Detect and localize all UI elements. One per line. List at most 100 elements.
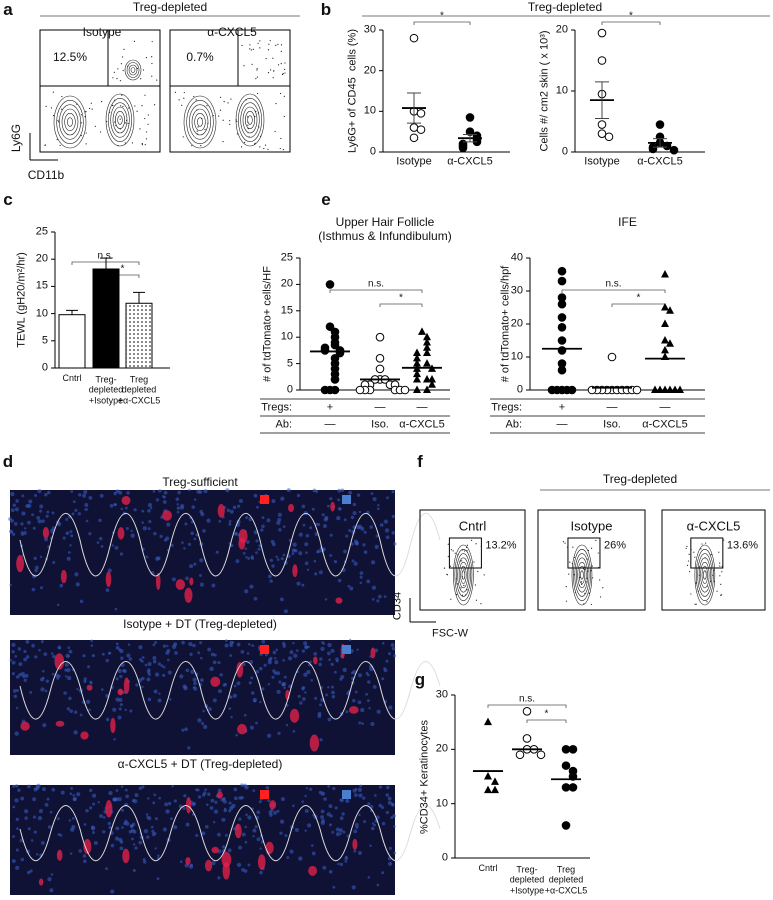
nucleus — [93, 841, 98, 846]
nucleus — [114, 836, 120, 841]
epithelium-outline — [19, 512, 441, 577]
y-tick-label: 30 — [435, 688, 448, 701]
nucleus — [181, 640, 185, 645]
data-point — [522, 734, 532, 743]
nucleus — [11, 660, 16, 665]
nucleus — [24, 809, 29, 814]
nucleus — [342, 830, 346, 834]
nucleus — [113, 503, 117, 507]
event-dot — [723, 539, 725, 541]
event-dot — [466, 544, 469, 546]
contour — [130, 67, 136, 73]
event-dot — [259, 146, 261, 148]
event-dot — [89, 107, 91, 110]
nucleus — [249, 725, 254, 730]
nucleus — [69, 852, 73, 855]
nucleus — [193, 498, 197, 501]
nucleus — [125, 794, 130, 799]
nucleus — [217, 832, 221, 837]
event-dot — [141, 144, 143, 146]
event-dot — [59, 144, 61, 147]
nucleus — [124, 708, 127, 712]
nucleus — [181, 728, 185, 732]
panel-title: Treg-depleted — [132, 0, 208, 15]
data-point — [428, 374, 436, 383]
nucleus — [322, 865, 327, 870]
nucleus — [335, 657, 339, 662]
data-point — [413, 369, 421, 378]
nucleus — [223, 799, 227, 804]
nucleus — [358, 793, 363, 798]
nucleus — [12, 503, 16, 508]
nucleus — [66, 675, 72, 681]
nucleus — [90, 639, 93, 643]
nucleus — [11, 532, 16, 536]
red-signal — [175, 579, 186, 590]
event-dot — [698, 574, 701, 576]
event-dot — [473, 561, 475, 563]
nucleus — [352, 511, 357, 516]
event-dot — [256, 92, 259, 95]
axis-label: FSC-W — [432, 627, 469, 640]
nucleus — [381, 871, 385, 875]
nucleus — [391, 490, 395, 494]
event-dot — [710, 553, 712, 556]
y-tick-label: 20 — [435, 743, 448, 756]
nucleus — [105, 658, 110, 663]
nucleus — [37, 816, 43, 821]
nucleus — [110, 889, 115, 894]
nucleus — [92, 802, 96, 806]
nucleus — [20, 857, 25, 862]
event-dot — [101, 101, 103, 103]
nucleus — [8, 517, 13, 521]
nucleus — [324, 515, 329, 520]
nucleus — [134, 846, 138, 850]
red-signal — [236, 662, 244, 678]
table-cell: — — [556, 418, 568, 431]
contour — [117, 115, 123, 125]
nucleus — [114, 607, 118, 611]
event-dot — [591, 565, 593, 567]
event-dot — [120, 105, 122, 107]
nucleus — [223, 807, 227, 811]
nucleus — [25, 639, 30, 644]
event-dot — [463, 584, 465, 586]
event-dot — [483, 574, 485, 576]
nucleus — [228, 519, 232, 523]
data-point — [557, 299, 567, 309]
nucleus — [144, 663, 148, 667]
event-dot — [267, 49, 270, 51]
data-point — [557, 313, 567, 322]
nucleus — [376, 599, 380, 603]
nucleus — [369, 844, 372, 847]
event-dot — [196, 130, 198, 132]
nucleus — [125, 821, 130, 826]
nucleus — [294, 827, 300, 833]
event-dot — [586, 577, 588, 579]
nucleus — [274, 660, 279, 665]
x-tick-label: Cntrl — [478, 862, 498, 873]
nucleus — [56, 676, 60, 680]
nucleus — [291, 552, 295, 556]
event-dot — [584, 592, 586, 595]
event-dot — [144, 117, 146, 120]
nucleus — [188, 641, 193, 647]
nucleus — [350, 515, 355, 520]
event-dot — [245, 99, 247, 101]
nucleus — [15, 817, 19, 822]
contour — [189, 104, 211, 140]
nucleus — [335, 832, 341, 837]
nucleus — [276, 558, 280, 562]
nucleus — [203, 489, 208, 494]
nucleus — [150, 825, 154, 829]
nucleus — [252, 834, 255, 838]
nucleus — [363, 550, 368, 555]
event-dot — [219, 96, 222, 98]
nucleus — [358, 721, 362, 725]
nucleus — [377, 503, 380, 507]
event-dot — [112, 77, 114, 79]
nucleus — [306, 669, 311, 675]
nucleus — [250, 691, 255, 695]
event-dot — [246, 116, 249, 118]
data-point — [465, 113, 475, 122]
